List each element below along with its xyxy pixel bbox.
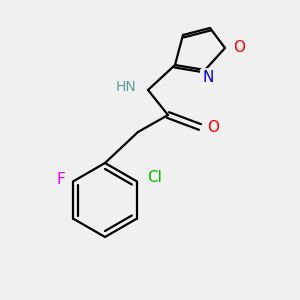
- Text: HN: HN: [115, 80, 136, 94]
- Text: F: F: [56, 172, 65, 187]
- Text: Cl: Cl: [147, 170, 162, 185]
- Text: O: O: [207, 119, 219, 134]
- Text: O: O: [233, 40, 245, 56]
- Text: N: N: [202, 70, 214, 86]
